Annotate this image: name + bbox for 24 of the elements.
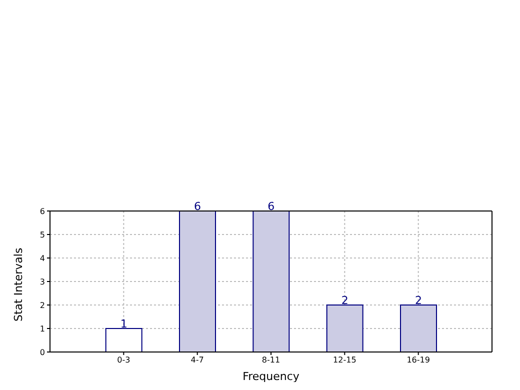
data-label: 2 xyxy=(415,294,422,307)
y-tick-label: 5 xyxy=(40,230,45,240)
data-label: 6 xyxy=(268,200,275,213)
y-tick-label: 6 xyxy=(40,206,45,216)
y-axis-title: Stat Intervals xyxy=(12,248,25,322)
x-tick-label: 4-7 xyxy=(190,356,204,365)
x-tick-label: 16-19 xyxy=(406,356,430,365)
bar xyxy=(400,304,437,352)
x-tick-label: 8-11 xyxy=(262,356,280,365)
bar xyxy=(179,211,216,352)
y-tick-label: 1 xyxy=(40,324,45,334)
bar xyxy=(326,304,364,352)
x-tick-label: 12-15 xyxy=(333,356,356,365)
data-label: 6 xyxy=(194,200,201,213)
x-tick-label: 0-3 xyxy=(117,356,130,365)
data-label: 1 xyxy=(120,318,128,330)
y-tick-label: 0 xyxy=(40,348,45,357)
y-tick-label: 4 xyxy=(40,254,45,263)
data-label: 2 xyxy=(341,294,348,307)
bar xyxy=(252,211,290,352)
y-tick-label: 2 xyxy=(40,300,45,310)
y-tick-label: 3 xyxy=(40,277,45,286)
x-axis-title: Frequency xyxy=(242,370,300,383)
bar xyxy=(105,328,142,352)
